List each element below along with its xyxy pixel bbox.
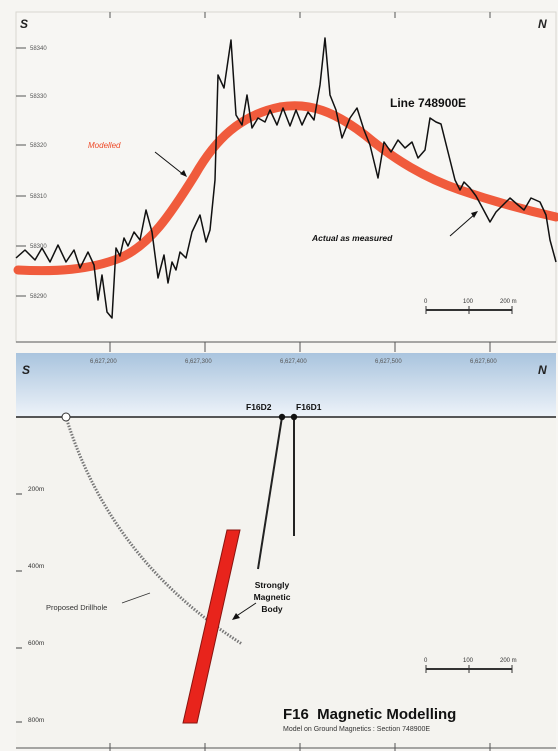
depth-tick-label: 400m xyxy=(28,563,44,570)
ground-section xyxy=(16,417,556,749)
direction-north-label: N xyxy=(538,17,547,31)
bottom-scale-bar: 0 100 200 m xyxy=(424,658,517,673)
magnetic-body xyxy=(182,529,241,724)
measured-profile xyxy=(15,37,557,319)
x-tick-label: 6,627,400 xyxy=(280,359,307,365)
top-panel-frame xyxy=(15,11,557,343)
x-tick-label: 6,627,300 xyxy=(185,359,212,365)
proposed-collar-icon xyxy=(61,412,71,422)
measured-label: Actual as measured xyxy=(311,233,393,243)
scale-label: 200 m xyxy=(500,658,517,664)
sky-band xyxy=(16,353,556,417)
direction-north-label: N xyxy=(538,363,547,377)
y-tick-label: 58330 xyxy=(30,94,47,100)
arrow-icon xyxy=(180,170,187,177)
easting-axis xyxy=(16,341,556,352)
proposed-drillhole-trace xyxy=(64,416,243,646)
proposed-drillhole-label: Proposed Drillhole xyxy=(46,603,107,612)
figure-title: F16 Magnetic Modelling xyxy=(283,706,456,723)
measured-leader-line xyxy=(449,213,476,237)
direction-south-label: S xyxy=(20,17,28,31)
x-tick-label: 6,627,600 xyxy=(470,359,497,365)
direction-south-label: S xyxy=(22,363,30,377)
drillhole-collar-icon xyxy=(290,413,298,421)
top-panel-title: Line 748900E xyxy=(390,96,466,110)
figure-subtitle: Model on Ground Magnetics : Section 7489… xyxy=(283,726,430,733)
top-scale-bar: 0 100 200 m xyxy=(424,299,517,314)
bottom-panel: 6,627,200 6,627,300 6,627,400 6,627,500 … xyxy=(16,353,556,751)
drillhole-label-f16d2: F16D2 xyxy=(246,402,272,412)
proposed-leader-line xyxy=(121,592,151,604)
body-label-line: Body xyxy=(261,604,283,614)
drillhole-label-f16d1: F16D1 xyxy=(296,402,322,412)
drillhole-collar-icon xyxy=(278,413,286,421)
body-label-line: Strongly xyxy=(255,580,290,590)
modelled-leader-line xyxy=(154,151,185,176)
scale-label: 200 m xyxy=(500,299,517,305)
top-panel: 58340 58330 58320 58310 58300 58290 S N … xyxy=(13,11,558,343)
body-leader-line xyxy=(234,602,257,618)
x-tick-label: 6,627,200 xyxy=(90,359,117,365)
y-tick-label: 58290 xyxy=(30,294,47,300)
scale-label: 100 xyxy=(463,299,474,305)
arrow-icon xyxy=(471,211,478,218)
y-tick-label: 58310 xyxy=(30,194,47,200)
depth-tick-label: 800m xyxy=(28,717,44,724)
y-tick-label: 58320 xyxy=(30,143,47,149)
scale-label: 100 xyxy=(463,658,474,664)
x-tick-label: 6,627,500 xyxy=(375,359,402,365)
y-tick-label: 58340 xyxy=(30,46,47,52)
depth-tick-label: 600m xyxy=(28,640,44,647)
depth-tick-label: 200m xyxy=(28,486,44,493)
drillhole-f16d2-trace xyxy=(257,416,283,570)
scale-label: 0 xyxy=(424,299,428,305)
y-tick-label: 58300 xyxy=(30,244,47,250)
modelled-label: Modelled xyxy=(88,141,121,150)
scale-label: 0 xyxy=(424,658,428,664)
arrow-icon xyxy=(232,613,240,620)
body-label-line: Magnetic xyxy=(254,592,291,602)
